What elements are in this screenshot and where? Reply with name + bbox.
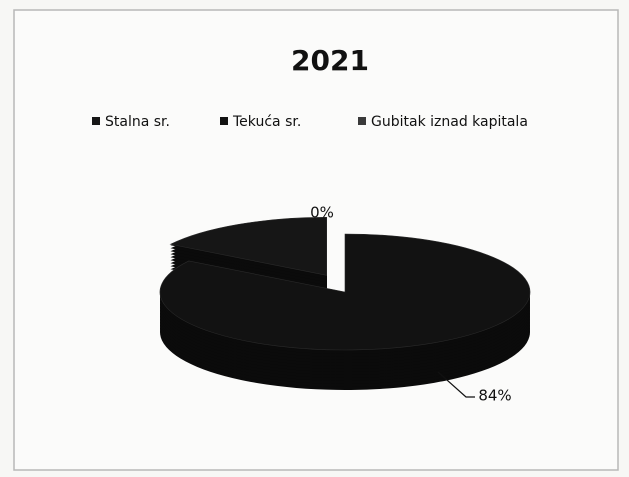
legend-swatch [220, 117, 228, 125]
legend-swatch [92, 117, 100, 125]
chart-title: 2021 [291, 44, 369, 77]
pie-slice [169, 217, 327, 276]
data-label: 0% [310, 204, 334, 222]
pie-slice [159, 233, 531, 351]
data-label: 84% [478, 387, 511, 405]
legend-label: Stalna sr. [105, 114, 170, 130]
legend-label: Tekuća sr. [232, 114, 301, 130]
legend-swatch [358, 117, 366, 125]
legend-label: Gubitak iznad kapitala [371, 114, 528, 130]
leader-line [437, 371, 475, 398]
